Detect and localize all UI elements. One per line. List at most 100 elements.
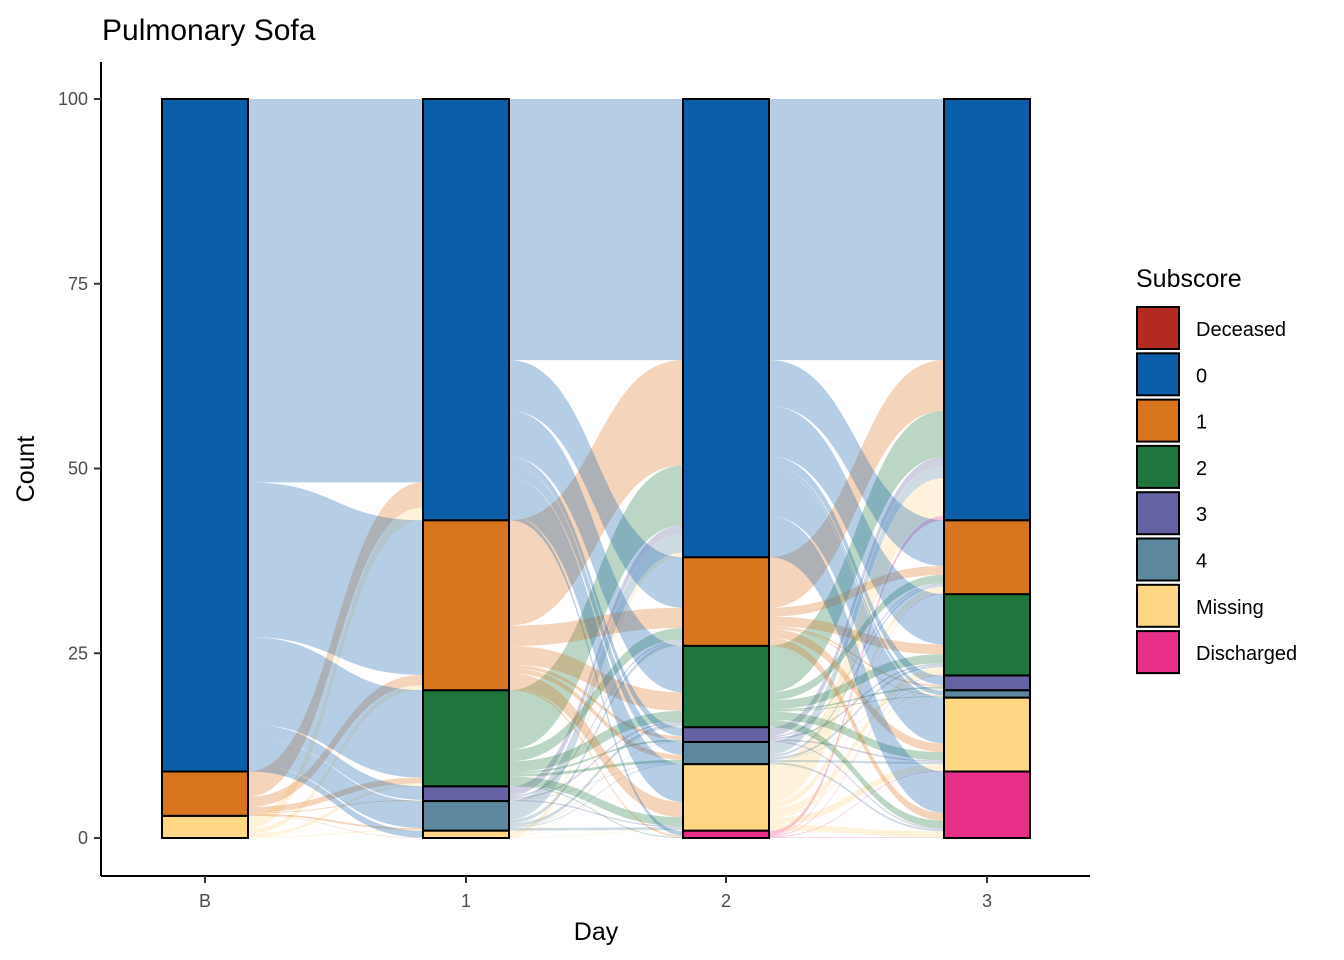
legend-swatch-deceased: [1136, 306, 1180, 350]
flow-1-0-to-Discharged: [509, 516, 683, 836]
flow-B-1-to-1: [248, 674, 423, 807]
bar-segment-2-0: [682, 98, 770, 559]
bar-segment-2-Discharged: [682, 829, 770, 839]
legend-label-4: 4: [1196, 551, 1207, 573]
flow-B-Missing-to-2: [248, 783, 423, 837]
flow-2-1-to-3: [769, 626, 944, 687]
flow-B-1-to-Missing: [248, 815, 423, 838]
y-tick-label: 50: [68, 459, 88, 479]
flow-2-2-to-1: [769, 574, 944, 701]
flow-1-3-to-1: [509, 639, 683, 798]
legend-label-3: 3: [1196, 504, 1207, 526]
flow-1-2-to-1: [509, 628, 683, 762]
legend-swatch-3: [1136, 491, 1180, 536]
bar-segment-1-1: [422, 519, 510, 692]
y-axis-title: Count: [12, 436, 40, 503]
x-tick-label: 3: [982, 891, 992, 911]
legend-swatch-discharged: [1136, 630, 1180, 675]
flow-1-0-to-1: [509, 360, 683, 608]
flow-2-Missing-to-Discharged: [769, 824, 944, 838]
flow-2-4-to-Missing: [769, 759, 944, 765]
legend-swatch-0: [1136, 352, 1180, 397]
flow-layer: [248, 99, 944, 838]
flow-1-3-to-2: [509, 721, 683, 800]
flow-2-0-to-Missing: [769, 470, 944, 744]
flow-2-0-to-1: [769, 360, 944, 567]
flow-B-Missing-to-0: [248, 507, 423, 829]
flow-B-0-to-1: [248, 482, 423, 675]
x-tick-label: 1: [461, 891, 471, 911]
flow-2-Missing-to-1: [769, 586, 944, 809]
flow-1-2-to-Discharged: [509, 785, 683, 838]
flow-2-2-to-Discharged: [769, 719, 944, 829]
flow-2-3-to-0: [769, 457, 944, 737]
flow-2-3-to-Discharged: [769, 740, 944, 830]
flow-1-2-to-3: [509, 739, 683, 774]
bar-segment-2-1: [682, 556, 770, 647]
bar-segment-1-2: [422, 689, 510, 788]
legend-label-2: 2: [1196, 458, 1207, 480]
flow-2-1-to-Discharged: [769, 637, 944, 821]
flow-2-1-to-Missing: [769, 629, 944, 753]
flow-1-1-to-1: [509, 607, 683, 647]
flow-2-1-to-0: [769, 360, 944, 608]
legend-swatch-1: [1136, 398, 1180, 443]
flow-1-3-to-4: [509, 762, 683, 800]
bar-segment-2-4: [682, 740, 770, 766]
x-tick-label: B: [199, 891, 211, 911]
bar-segment-B-0: [161, 98, 249, 773]
flow-1-4-to-Missing: [509, 827, 683, 831]
legend-label-1: 1: [1196, 412, 1207, 434]
bar-segment-2-Missing: [682, 763, 770, 832]
flow-B-Missing-to-4: [248, 829, 423, 838]
flow-2-2-to-3: [769, 686, 944, 711]
x-tick-label: 2: [721, 891, 731, 911]
flow-2-Discharged-to-Discharged: [769, 837, 944, 838]
legend-swatch-4: [1136, 537, 1180, 582]
bar-segment-2-2: [682, 644, 770, 729]
flow-B-0-to-4: [248, 737, 423, 828]
flow-1-Missing-to-Missing: [509, 829, 683, 838]
flow-1-2-to-Missing: [509, 776, 683, 826]
bar-segment-2-3: [682, 726, 770, 743]
x-axis-title: Day: [574, 918, 619, 946]
flow-2-Missing-to-3: [769, 688, 944, 818]
flow-B-1-to-2: [248, 777, 423, 813]
flow-2-0-to-0: [769, 99, 944, 361]
flow-1-4-to-4: [509, 763, 683, 828]
flow-2-1-to-2: [769, 616, 944, 655]
flow-1-1-to-3: [509, 664, 683, 740]
flow-2-4-to-1: [769, 584, 944, 758]
flow-1-2-to-0: [509, 465, 683, 750]
flow-B-Missing-to-3: [248, 800, 423, 838]
y-tick-label: 25: [68, 643, 88, 663]
flow-2-2-to-Missing: [769, 711, 944, 761]
flow-2-Discharged-to-1: [769, 593, 944, 836]
flow-1-Missing-to-0: [509, 552, 683, 836]
flow-1-3-to-0: [509, 525, 683, 796]
flow-B-1-to-0: [248, 482, 423, 797]
flow-B-0-to-2: [248, 636, 423, 778]
legend-label-deceased: Deceased: [1196, 319, 1286, 341]
bar-segment-3-2: [943, 593, 1031, 677]
bar-layer: [161, 98, 1031, 840]
flow-1-4-to-3: [509, 741, 683, 828]
flow-2-0-to-Discharged: [769, 515, 944, 813]
flow-B-0-to-3: [248, 724, 423, 800]
legend-label-0: 0: [1196, 365, 1207, 387]
flow-2-3-to-1: [769, 583, 944, 738]
legend: Subscore Deceased 0 1 2 3 4 Missing Discharged: [1136, 265, 1297, 675]
flow-1-1-to-Discharged: [509, 688, 683, 838]
flow-2-2-to-4: [769, 696, 944, 712]
flow-1-0-to-2: [509, 410, 683, 693]
y-ticks: 0 25 50 75 100: [58, 89, 101, 848]
bar-segment-1-Missing: [422, 829, 510, 839]
flow-2-0-to-3: [769, 456, 944, 686]
y-tick-label: 100: [58, 89, 88, 109]
flow-2-4-to-2: [769, 664, 944, 760]
flow-1-1-to-4: [509, 668, 683, 760]
chart-title: Pulmonary Sofa: [102, 14, 316, 47]
flow-1-4-to-0: [509, 534, 683, 820]
flow-B-0-to-0: [248, 99, 423, 483]
legend-label-missing: Missing: [1196, 597, 1264, 619]
